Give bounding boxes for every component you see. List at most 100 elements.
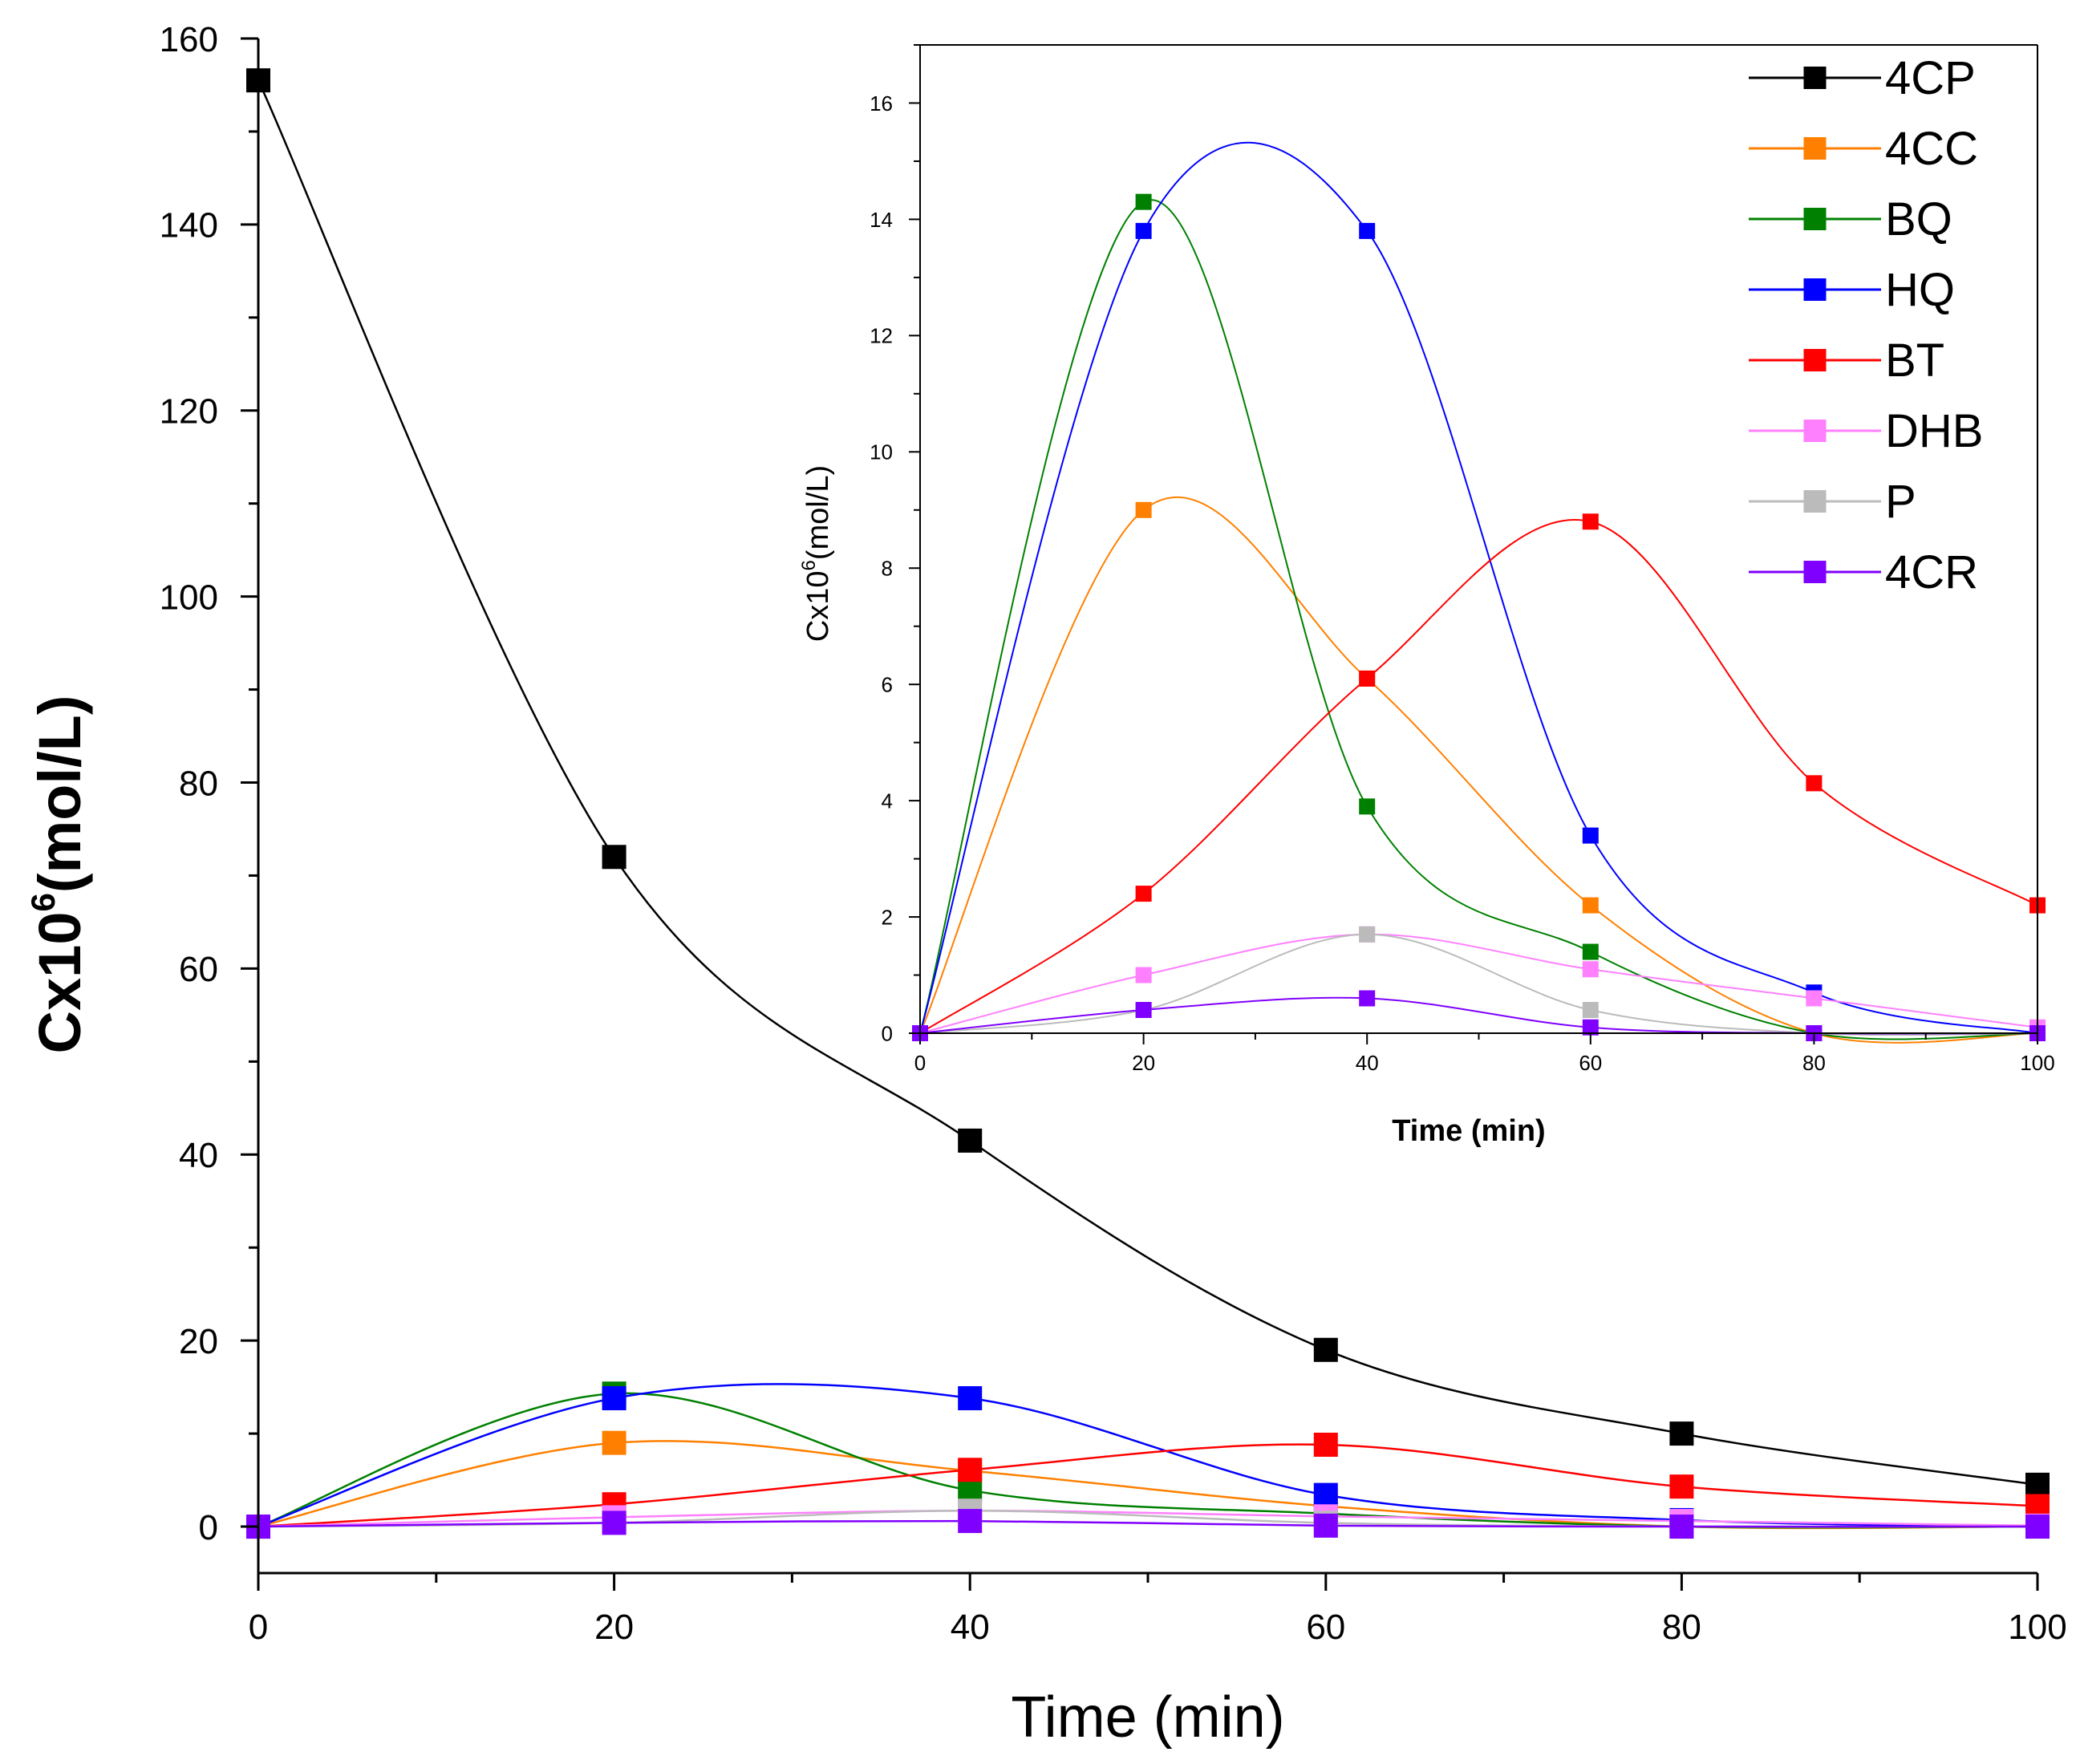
main-point-bt	[958, 1458, 983, 1482]
legend-label: DHB	[1885, 405, 1983, 457]
legend-marker	[1803, 490, 1827, 513]
inset-point-bt	[1359, 670, 1376, 687]
inset-series-line-bq	[919, 199, 2038, 1040]
inset-point-hq	[1135, 222, 1152, 239]
main-point-4cp	[958, 1128, 983, 1153]
inset-point-hq	[1582, 827, 1599, 844]
legend-label: 4CP	[1885, 52, 1976, 104]
inset-point-4cc	[1135, 501, 1152, 518]
main-point-bt	[1669, 1474, 1694, 1499]
inset-point-dhb	[1582, 961, 1599, 978]
legend-label: BT	[1885, 335, 1944, 387]
inset-point-4cr	[1135, 1002, 1152, 1019]
main-y-tick-label: 80	[179, 764, 218, 803]
main-x-tick-label: 20	[594, 1608, 634, 1647]
legend-marker	[1803, 420, 1827, 442]
legend-item-bq: BQ	[1749, 193, 1952, 245]
inset-y-axis-title-main: Cx10	[801, 570, 835, 642]
main-point-4cr	[958, 1509, 983, 1534]
legend-label: 4CR	[1885, 546, 1978, 598]
inset-y-tick-label: 16	[870, 91, 893, 116]
inset-point-bt	[1582, 513, 1599, 530]
legend: 4CP 4CC BQ HQ BT DHB P 4CR	[1749, 52, 1983, 598]
inset-y-tick-label: 0	[882, 1021, 893, 1045]
main-point-4cp	[2025, 1472, 2050, 1497]
inset-x-tick-label: 80	[1802, 1051, 1826, 1075]
main-y-axis-title-unit: (mol/L)	[26, 695, 93, 894]
main-y-axis-title: Cx106(mol/L)	[24, 695, 93, 1054]
inset-y-axis-title-exponent: 6	[798, 560, 820, 570]
main-y-tick-label: 140	[160, 206, 218, 245]
legend-label: BQ	[1885, 193, 1952, 245]
main-x-axis-title: Time (min)	[1011, 1685, 1284, 1750]
main-y-tick-label: 120	[160, 392, 218, 432]
inset-x-axis-title: Time (min)	[1392, 1114, 1545, 1148]
main-series-line-bq	[257, 1392, 2038, 1529]
main-x-tick-label: 40	[951, 1608, 990, 1647]
inset-y-tick-label: 8	[882, 557, 893, 581]
legend-marker	[1803, 349, 1827, 371]
inset-point-bt	[1806, 775, 1823, 792]
main-y-tick-label: 40	[179, 1136, 218, 1175]
inset-point-4cr	[1359, 990, 1376, 1007]
inset-point-hq	[1359, 222, 1376, 239]
inset-y-axis-title: Cx106(mol/L)	[798, 465, 835, 642]
main-y-tick-label: 60	[179, 950, 218, 989]
main-x-tick-label: 60	[1306, 1608, 1345, 1647]
inset-point-4cr	[1582, 1019, 1599, 1036]
legend-item-4cp: 4CP	[1749, 52, 1976, 104]
inset-axes: 0 20 40 60 80 100 0 2 4 6 8 10 12 14 16	[870, 44, 2055, 1075]
main-y-axis-title-main: Cx10	[26, 912, 93, 1054]
legend-marker	[1803, 561, 1827, 583]
legend-item-hq: HQ	[1749, 264, 1955, 316]
main-point-hq	[1313, 1482, 1338, 1507]
main-x-tick-label: 80	[1662, 1608, 1701, 1647]
main-point-hq	[602, 1386, 626, 1411]
main-point-4cp	[1669, 1421, 1694, 1446]
inset-point-bq	[1135, 193, 1152, 210]
inset-chart: 0 20 40 60 80 100 0 2 4 6 8 10 12 14 16 Time (min) Cx1…	[798, 44, 2055, 1148]
main-y-axis-title-exponent: 6	[24, 893, 62, 911]
main-point-4cp	[602, 845, 626, 870]
legend-item-4cr: 4CR	[1749, 546, 1978, 598]
main-point-4cp	[1313, 1337, 1338, 1362]
inset-y-tick-label: 2	[882, 905, 893, 929]
legend-label: 4CC	[1885, 123, 1978, 175]
legend-item-4cc: 4CC	[1749, 123, 1978, 175]
inset-series-line-dhb	[919, 933, 2038, 1034]
main-series-line-bt	[257, 1443, 2038, 1528]
main-y-tick-label: 20	[179, 1322, 218, 1361]
main-y-tick-label: 0	[199, 1508, 218, 1547]
inset-point-bq	[1359, 798, 1376, 815]
inset-y-tick-label: 4	[882, 789, 893, 813]
inset-x-tick-label: 100	[2020, 1051, 2054, 1075]
main-y-tick-label: 100	[160, 578, 218, 617]
main-point-bq	[958, 1478, 983, 1502]
main-point-4cr	[1669, 1515, 1694, 1539]
inset-point-dhb	[1135, 967, 1152, 983]
inset-point-p	[1582, 1002, 1599, 1019]
main-point-bt	[1313, 1433, 1338, 1458]
legend-marker	[1803, 278, 1827, 301]
inset-y-tick-label: 10	[870, 440, 893, 464]
main-x-tick-label: 100	[2008, 1608, 2066, 1647]
inset-background	[920, 45, 2037, 1033]
legend-item-bt: BT	[1749, 335, 1944, 387]
inset-point-bq	[1582, 943, 1599, 960]
inset-x-tick-label: 20	[1132, 1051, 1155, 1075]
inset-y-tick-label: 12	[870, 324, 893, 348]
inset-point-4cc	[1582, 897, 1599, 914]
legend-label: HQ	[1885, 264, 1955, 316]
inset-series-line-hq	[919, 141, 2038, 1034]
legend-marker	[1803, 208, 1827, 230]
main-series-line-dhb	[257, 1510, 2038, 1528]
main-series-line-4cr	[257, 1519, 2038, 1528]
inset-series-line-bt	[919, 519, 2038, 1034]
main-x-tick-label: 0	[249, 1608, 268, 1647]
legend-marker	[1803, 67, 1827, 89]
legend-item-dhb: DHB	[1749, 405, 1983, 457]
main-point-hq	[958, 1386, 983, 1411]
